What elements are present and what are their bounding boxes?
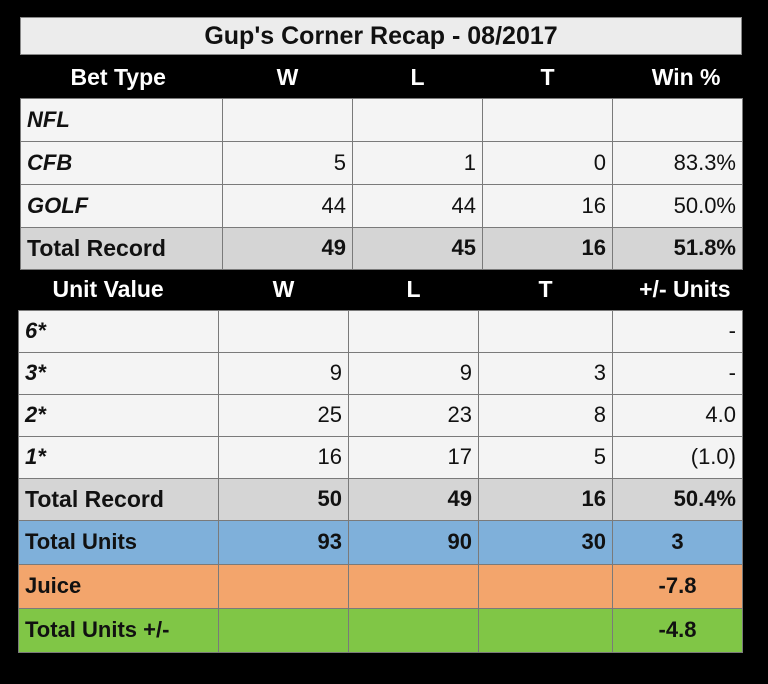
header-t: T <box>482 58 613 98</box>
juice-cell-l[interactable] <box>348 563 479 609</box>
total-units-t[interactable]: 30 <box>478 519 613 565</box>
header-bet-type: Bet Type <box>20 58 223 98</box>
net-units-row: Total Units +/- -4.8 <box>18 607 743 653</box>
bet-header-row: Bet Type W L T Win % <box>20 58 743 98</box>
row-label[interactable]: CFB <box>20 140 223 185</box>
juice-cell-w[interactable] <box>218 563 349 609</box>
cell-t[interactable]: 3 <box>478 351 613 395</box>
table-row: 1* 16 17 5 (1.0) <box>18 435 743 479</box>
total-units-row: Total Units 93 90 30 3 <box>18 519 743 565</box>
cell-win-pct[interactable]: 83.3% <box>612 140 743 185</box>
cell-units[interactable]: - <box>612 309 743 353</box>
cell-l[interactable] <box>348 309 479 353</box>
total-w[interactable]: 50 <box>218 477 349 521</box>
total-l[interactable]: 49 <box>348 477 479 521</box>
header-w: W <box>222 58 353 98</box>
header-win-pct: Win % <box>612 58 743 98</box>
cell-w[interactable]: 44 <box>222 183 353 228</box>
total-units-value[interactable]: 3 <box>612 519 743 565</box>
total-w[interactable]: 49 <box>222 226 353 270</box>
unit-value-table: Unit Value W L T +/- Units 6* - 3* 9 9 3… <box>18 270 743 653</box>
unit-header-row: Unit Value W L T +/- Units <box>18 270 743 310</box>
net-cell-l[interactable] <box>348 607 479 653</box>
row-label[interactable]: 1* <box>18 435 219 479</box>
table-row: GOLF 44 44 16 50.0% <box>20 183 743 228</box>
juice-value[interactable]: -7.8 <box>612 563 743 609</box>
net-cell-t[interactable] <box>478 607 613 653</box>
cell-l[interactable]: 17 <box>348 435 479 479</box>
cell-units[interactable]: (1.0) <box>612 435 743 479</box>
table-row: 3* 9 9 3 - <box>18 351 743 395</box>
row-label[interactable]: GOLF <box>20 183 223 228</box>
cell-t[interactable]: 0 <box>482 140 613 185</box>
cell-win-pct[interactable]: 50.0% <box>612 183 743 228</box>
total-t[interactable]: 16 <box>478 477 613 521</box>
header-t: T <box>478 270 613 310</box>
total-record-row: Total Record 49 45 16 51.8% <box>20 226 743 270</box>
bet-type-table: Bet Type W L T Win % NFL CFB 5 1 0 83.3%… <box>20 58 743 270</box>
header-l: L <box>352 58 483 98</box>
table-row: 6* - <box>18 309 743 353</box>
total-t[interactable]: 16 <box>482 226 613 270</box>
total-units-label[interactable]: Total Units <box>18 519 219 565</box>
cell-w[interactable] <box>218 309 349 353</box>
cell-win-pct[interactable] <box>612 97 743 142</box>
total-record-pct[interactable]: 50.4% <box>612 477 743 521</box>
cell-l[interactable]: 44 <box>352 183 483 228</box>
row-label[interactable]: 6* <box>18 309 219 353</box>
cell-units[interactable]: 4.0 <box>612 393 743 437</box>
cell-l[interactable] <box>352 97 483 142</box>
total-record-label[interactable]: Total Record <box>20 226 223 270</box>
net-units-value[interactable]: -4.8 <box>612 607 743 653</box>
cell-units[interactable]: - <box>612 351 743 395</box>
cell-w[interactable]: 16 <box>218 435 349 479</box>
row-label[interactable]: 3* <box>18 351 219 395</box>
table-row: CFB 5 1 0 83.3% <box>20 140 743 185</box>
header-unit-value: Unit Value <box>18 270 219 310</box>
cell-t[interactable]: 5 <box>478 435 613 479</box>
row-label[interactable]: 2* <box>18 393 219 437</box>
total-l[interactable]: 45 <box>352 226 483 270</box>
cell-t[interactable]: 16 <box>482 183 613 228</box>
header-l: L <box>348 270 479 310</box>
sheet-title: Gup's Corner Recap - 08/2017 <box>20 17 742 55</box>
cell-l[interactable]: 9 <box>348 351 479 395</box>
cell-t[interactable] <box>482 97 613 142</box>
cell-l[interactable]: 1 <box>352 140 483 185</box>
cell-l[interactable]: 23 <box>348 393 479 437</box>
cell-t[interactable] <box>478 309 613 353</box>
total-record-label[interactable]: Total Record <box>18 477 219 521</box>
net-cell-w[interactable] <box>218 607 349 653</box>
total-win-pct[interactable]: 51.8% <box>612 226 743 270</box>
row-label[interactable]: NFL <box>20 97 223 142</box>
header-w: W <box>218 270 349 310</box>
header-plus-minus-units: +/- Units <box>612 270 743 310</box>
total-units-l[interactable]: 90 <box>348 519 479 565</box>
net-units-label[interactable]: Total Units +/- <box>18 607 219 653</box>
cell-w[interactable]: 5 <box>222 140 353 185</box>
cell-w[interactable]: 25 <box>218 393 349 437</box>
table-row: NFL <box>20 97 743 142</box>
total-record-row: Total Record 50 49 16 50.4% <box>18 477 743 521</box>
juice-cell-t[interactable] <box>478 563 613 609</box>
cell-w[interactable] <box>222 97 353 142</box>
juice-label[interactable]: Juice <box>18 563 219 609</box>
table-row: 2* 25 23 8 4.0 <box>18 393 743 437</box>
cell-w[interactable]: 9 <box>218 351 349 395</box>
cell-t[interactable]: 8 <box>478 393 613 437</box>
juice-row: Juice -7.8 <box>18 563 743 609</box>
total-units-w[interactable]: 93 <box>218 519 349 565</box>
